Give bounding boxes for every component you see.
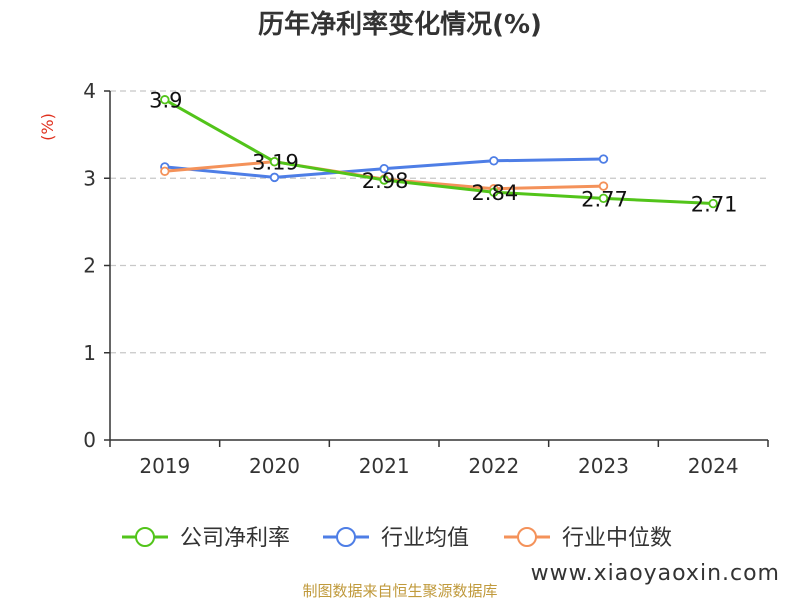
source-note: 制图数据来自恒生聚源数据库 bbox=[302, 582, 497, 600]
legend-label: 行业均值 bbox=[381, 526, 469, 551]
data-point bbox=[598, 181, 609, 191]
legend-marker bbox=[336, 527, 356, 547]
x-tick-label: 2023 bbox=[578, 454, 629, 478]
x-tick-label: 2022 bbox=[468, 454, 519, 478]
data-point bbox=[379, 163, 389, 174]
data-label: 2.71 bbox=[691, 193, 738, 217]
series-line bbox=[164, 98, 714, 206]
data-label: 3.19 bbox=[252, 151, 299, 175]
watermark: www.xiaoyaoxin.com bbox=[531, 561, 780, 586]
y-tick-label: 2 bbox=[83, 254, 96, 278]
y-tick-label: 3 bbox=[83, 166, 96, 190]
y-tick-label: 4 bbox=[83, 79, 96, 103]
x-tick-label: 2024 bbox=[688, 454, 739, 478]
legend-item: 行业均值 bbox=[323, 526, 469, 551]
data-point bbox=[708, 198, 718, 209]
legend: 公司净利率 行业均值 行业中位数 bbox=[122, 526, 672, 551]
legend-label: 公司净利率 bbox=[180, 526, 290, 551]
y-axis-label: (%) bbox=[38, 113, 57, 141]
legend-item: 行业中位数 bbox=[504, 526, 672, 551]
data-point bbox=[269, 156, 280, 167]
data-label: 2.98 bbox=[362, 169, 409, 193]
series-0 bbox=[160, 95, 718, 209]
data-point bbox=[379, 175, 389, 185]
series-lines bbox=[160, 95, 718, 209]
grid-lines bbox=[110, 90, 768, 354]
data-point bbox=[160, 95, 170, 105]
legend-marker bbox=[135, 527, 155, 547]
x-tick-label: 2019 bbox=[139, 454, 190, 478]
legend-marker bbox=[517, 527, 537, 547]
legend-item: 公司净利率 bbox=[122, 526, 290, 551]
legend-label: 行业中位数 bbox=[562, 526, 672, 551]
y-tick-label: 0 bbox=[83, 428, 96, 452]
data-point bbox=[598, 193, 609, 204]
data-label: 2.77 bbox=[581, 187, 628, 211]
chart-title: 历年净利率变化情况(%) bbox=[258, 9, 542, 40]
data-point bbox=[160, 166, 170, 176]
data-labels: 3.9 3.19 2.98 2.84 2.77 2.71 bbox=[149, 89, 737, 217]
data-label: 3.9 bbox=[149, 89, 182, 113]
y-tick-label: 1 bbox=[83, 341, 96, 365]
x-tick-label: 2021 bbox=[359, 454, 410, 478]
data-point bbox=[598, 154, 609, 164]
data-point bbox=[489, 187, 499, 197]
data-point bbox=[489, 156, 499, 166]
data-point bbox=[269, 172, 280, 183]
axes: 0 1 2 3 4 2019 2020 2021 2022 2023 2024 bbox=[83, 79, 769, 478]
data-label: 2.84 bbox=[471, 181, 518, 205]
x-tick-label: 2020 bbox=[249, 454, 300, 478]
